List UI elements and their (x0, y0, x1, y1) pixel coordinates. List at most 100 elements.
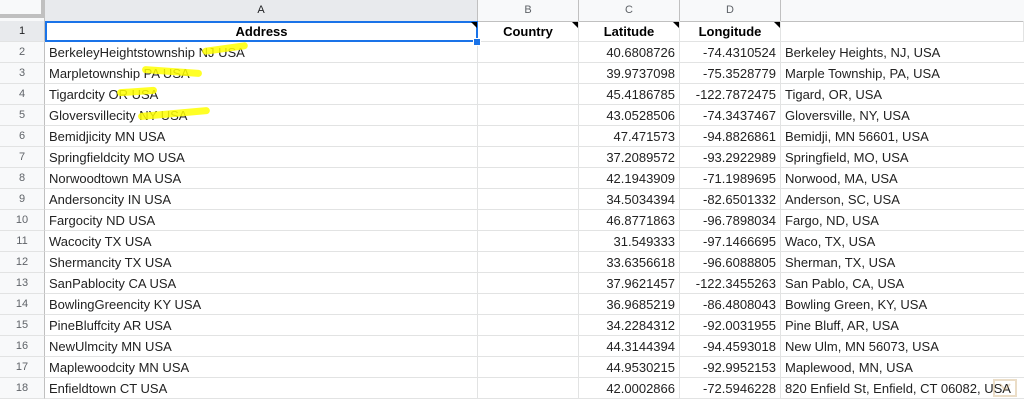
address-cell[interactable]: Maplewoodcity MN USA (45, 357, 478, 378)
geocoded-cell[interactable]: Bowling Green, KY, USA (781, 294, 1024, 315)
row-number-1[interactable]: 1 (0, 21, 45, 42)
longitude-cell[interactable]: -122.7872475 (680, 84, 781, 105)
row-number-5[interactable]: 5 (0, 105, 45, 126)
address-cell[interactable]: Gloversvillecity NY USA (45, 105, 478, 126)
country-cell[interactable] (478, 336, 579, 357)
row-number-6[interactable]: 6 (0, 126, 45, 147)
row-number-17[interactable]: 17 (0, 357, 45, 378)
geocoded-cell[interactable]: Sherman, TX, USA (781, 252, 1024, 273)
row-number-16[interactable]: 16 (0, 336, 45, 357)
latitude-cell[interactable]: 42.0002866 (579, 378, 680, 399)
column-header-c[interactable]: C (579, 0, 680, 21)
fill-handle[interactable] (473, 38, 481, 46)
column-header-e[interactable] (781, 0, 1024, 21)
row-number-2[interactable]: 2 (0, 42, 45, 63)
column-header-a[interactable]: A (45, 0, 478, 21)
latitude-cell[interactable]: 37.2089572 (579, 147, 680, 168)
country-cell[interactable] (478, 315, 579, 336)
address-cell[interactable]: Springfieldcity MO USA (45, 147, 478, 168)
longitude-cell[interactable]: -74.3437467 (680, 105, 781, 126)
row-number-11[interactable]: 11 (0, 231, 45, 252)
longitude-cell[interactable]: -86.4808043 (680, 294, 781, 315)
address-cell[interactable]: Shermancity TX USA (45, 252, 478, 273)
country-cell[interactable] (478, 378, 579, 399)
address-cell[interactable]: BerkeleyHeightstownship NJ USA (45, 42, 478, 63)
geocoded-cell[interactable]: Springfield, MO, USA (781, 147, 1024, 168)
address-cell[interactable]: PineBluffcity AR USA (45, 315, 478, 336)
geocoded-cell[interactable]: Waco, TX, USA (781, 231, 1024, 252)
address-cell[interactable]: NewUlmcity MN USA (45, 336, 478, 357)
longitude-cell[interactable]: -74.4310524 (680, 42, 781, 63)
country-cell[interactable] (478, 147, 579, 168)
country-cell[interactable] (478, 252, 579, 273)
longitude-cell[interactable]: -92.0031955 (680, 315, 781, 336)
address-cell[interactable]: Norwoodtown MA USA (45, 168, 478, 189)
country-cell[interactable] (478, 273, 579, 294)
row-number-18[interactable]: 18 (0, 378, 45, 399)
geocoded-cell[interactable]: San Pablo, CA, USA (781, 273, 1024, 294)
header-cell-longitude[interactable]: Longitude (680, 21, 781, 42)
address-cell[interactable]: Fargocity ND USA (45, 210, 478, 231)
row-number-9[interactable]: 9 (0, 189, 45, 210)
longitude-cell[interactable]: -75.3528779 (680, 63, 781, 84)
longitude-cell[interactable]: -82.6501332 (680, 189, 781, 210)
address-cell[interactable]: BowlingGreencity KY USA (45, 294, 478, 315)
longitude-cell[interactable]: -93.2922989 (680, 147, 781, 168)
latitude-cell[interactable]: 44.9530215 (579, 357, 680, 378)
row-number-15[interactable]: 15 (0, 315, 45, 336)
longitude-cell[interactable]: -96.7898034 (680, 210, 781, 231)
country-cell[interactable] (478, 357, 579, 378)
geocoded-cell[interactable]: Anderson, SC, USA (781, 189, 1024, 210)
address-cell[interactable]: Andersoncity IN USA (45, 189, 478, 210)
longitude-cell[interactable]: -94.8826861 (680, 126, 781, 147)
latitude-cell[interactable]: 36.9685219 (579, 294, 680, 315)
address-cell[interactable]: Marpletownship PA USA (45, 63, 478, 84)
row-number-14[interactable]: 14 (0, 294, 45, 315)
longitude-cell[interactable]: -96.6088805 (680, 252, 781, 273)
geocoded-cell[interactable]: Norwood, MA, USA (781, 168, 1024, 189)
column-header-b[interactable]: B (478, 0, 579, 21)
longitude-cell[interactable]: -71.1989695 (680, 168, 781, 189)
address-cell[interactable]: SanPablocity CA USA (45, 273, 478, 294)
row-number-3[interactable]: 3 (0, 63, 45, 84)
longitude-cell[interactable]: -72.5946228 (680, 378, 781, 399)
latitude-cell[interactable]: 40.6808726 (579, 42, 680, 63)
row-number-4[interactable]: 4 (0, 84, 45, 105)
latitude-cell[interactable]: 47.471573 (579, 126, 680, 147)
latitude-cell[interactable]: 33.6356618 (579, 252, 680, 273)
country-cell[interactable] (478, 189, 579, 210)
latitude-cell[interactable]: 44.3144394 (579, 336, 680, 357)
longitude-cell[interactable]: -122.3455263 (680, 273, 781, 294)
country-cell[interactable] (478, 63, 579, 84)
country-cell[interactable] (478, 42, 579, 63)
latitude-cell[interactable]: 45.4186785 (579, 84, 680, 105)
country-cell[interactable] (478, 84, 579, 105)
geocoded-cell[interactable]: Bemidji, MN 56601, USA (781, 126, 1024, 147)
row-number-10[interactable]: 10 (0, 210, 45, 231)
latitude-cell[interactable]: 34.5034394 (579, 189, 680, 210)
geocoded-cell[interactable]: 820 Enfield St, Enfield, CT 06082, USA (781, 378, 1024, 399)
header-cell-empty[interactable] (781, 21, 1024, 42)
row-number-13[interactable]: 13 (0, 273, 45, 294)
longitude-cell[interactable]: -97.1466695 (680, 231, 781, 252)
latitude-cell[interactable]: 39.9737098 (579, 63, 680, 84)
latitude-cell[interactable]: 37.9621457 (579, 273, 680, 294)
address-cell[interactable]: Wacocity TX USA (45, 231, 478, 252)
country-cell[interactable] (478, 231, 579, 252)
latitude-cell[interactable]: 43.0528506 (579, 105, 680, 126)
country-cell[interactable] (478, 105, 579, 126)
row-number-7[interactable]: 7 (0, 147, 45, 168)
geocoded-cell[interactable]: Marple Township, PA, USA (781, 63, 1024, 84)
country-cell[interactable] (478, 168, 579, 189)
column-header-d[interactable]: D (680, 0, 781, 21)
address-cell[interactable]: Tigardcity OR USA (45, 84, 478, 105)
geocoded-cell[interactable]: Fargo, ND, USA (781, 210, 1024, 231)
geocoded-cell[interactable]: Maplewood, MN, USA (781, 357, 1024, 378)
geocoded-cell[interactable]: Gloversville, NY, USA (781, 105, 1024, 126)
country-cell[interactable] (478, 210, 579, 231)
address-cell[interactable]: Bemidjicity MN USA (45, 126, 478, 147)
latitude-cell[interactable]: 34.2284312 (579, 315, 680, 336)
geocoded-cell[interactable]: Pine Bluff, AR, USA (781, 315, 1024, 336)
country-cell[interactable] (478, 126, 579, 147)
header-cell-country[interactable]: Country (478, 21, 579, 42)
